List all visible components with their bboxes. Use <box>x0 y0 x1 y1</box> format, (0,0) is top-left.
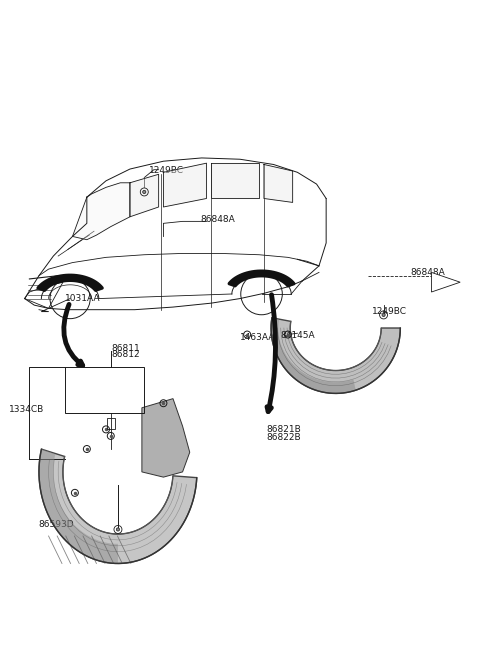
Text: 84145A: 84145A <box>281 331 315 340</box>
Polygon shape <box>39 449 118 564</box>
Text: 1334CB: 1334CB <box>9 405 45 414</box>
Polygon shape <box>264 165 293 203</box>
Circle shape <box>116 528 120 531</box>
Polygon shape <box>130 174 158 216</box>
Polygon shape <box>72 183 130 239</box>
Polygon shape <box>142 399 190 477</box>
Circle shape <box>143 190 146 194</box>
Text: 86593D: 86593D <box>38 520 73 529</box>
Text: 1463AA: 1463AA <box>240 333 276 342</box>
Text: 1249BC: 1249BC <box>372 307 407 316</box>
Bar <box>65 367 144 413</box>
Text: 86848A: 86848A <box>410 268 444 277</box>
Text: 86812: 86812 <box>112 350 140 359</box>
Text: 86821B: 86821B <box>266 425 301 434</box>
FancyArrowPatch shape <box>267 295 276 411</box>
Text: 86848A: 86848A <box>201 215 236 224</box>
Text: 1031AA: 1031AA <box>65 294 101 303</box>
Text: 86822B: 86822B <box>266 433 301 441</box>
Polygon shape <box>271 318 400 394</box>
Polygon shape <box>163 163 206 207</box>
Polygon shape <box>432 272 460 292</box>
Circle shape <box>382 314 385 316</box>
Polygon shape <box>271 318 356 394</box>
FancyArrowPatch shape <box>64 304 83 365</box>
Polygon shape <box>211 163 259 199</box>
Bar <box>107 419 115 429</box>
Text: 86811: 86811 <box>112 344 141 353</box>
Text: 1249BC: 1249BC <box>149 166 184 174</box>
Polygon shape <box>39 449 197 564</box>
